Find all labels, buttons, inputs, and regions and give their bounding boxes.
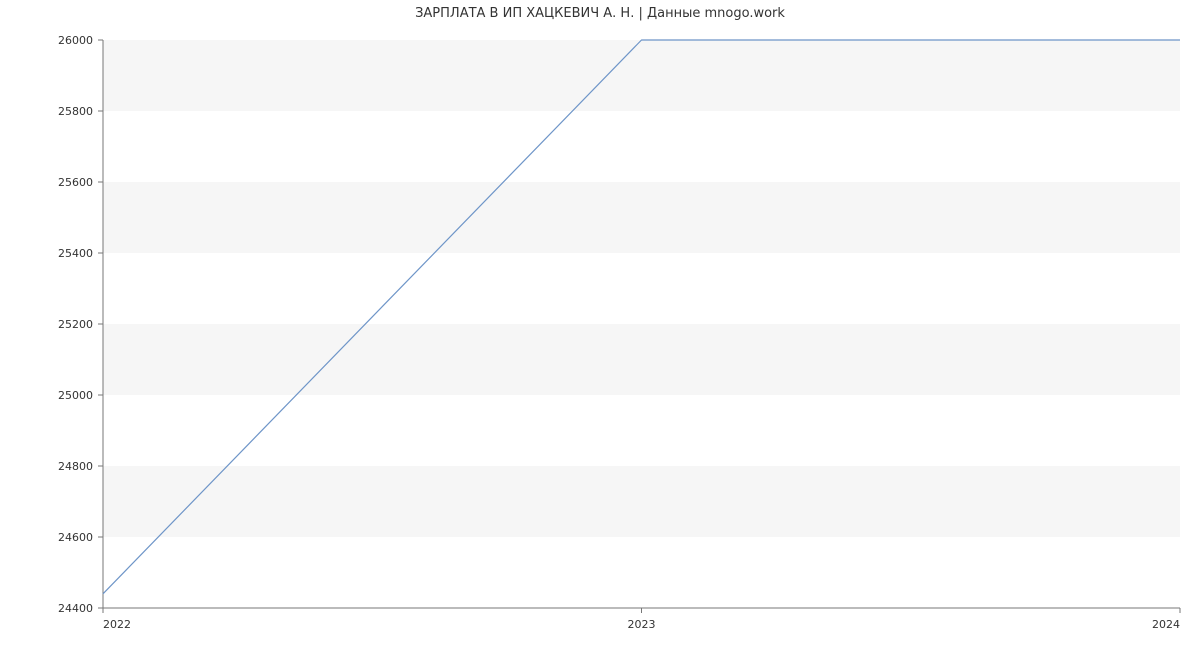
y-tick-label: 24600 [58, 531, 93, 544]
grid-band [103, 395, 1180, 466]
grid-band [103, 324, 1180, 395]
x-tick-label: 2022 [103, 618, 131, 631]
y-tick-label: 25000 [58, 389, 93, 402]
y-tick-label: 26000 [58, 34, 93, 47]
y-tick-label: 24400 [58, 602, 93, 615]
chart-title: ЗАРПЛАТА В ИП ХАЦКЕВИЧ А. Н. | Данные mn… [0, 6, 1200, 21]
y-tick-label: 25400 [58, 247, 93, 260]
x-tick-label: 2024 [1152, 618, 1180, 631]
grid-band [103, 40, 1180, 111]
y-tick-label: 24800 [58, 460, 93, 473]
salary-chart: 24400 24600 24800 25000 25200 25400 25600 25800… [0, 0, 1200, 650]
grid-band [103, 182, 1180, 253]
x-tick-label: 2023 [628, 618, 656, 631]
grid-band [103, 253, 1180, 324]
grid-band [103, 111, 1180, 182]
y-tick-label: 25800 [58, 105, 93, 118]
y-tick-label: 25600 [58, 176, 93, 189]
grid-band [103, 466, 1180, 537]
grid-band [103, 537, 1180, 608]
y-tick-label: 25200 [58, 318, 93, 331]
